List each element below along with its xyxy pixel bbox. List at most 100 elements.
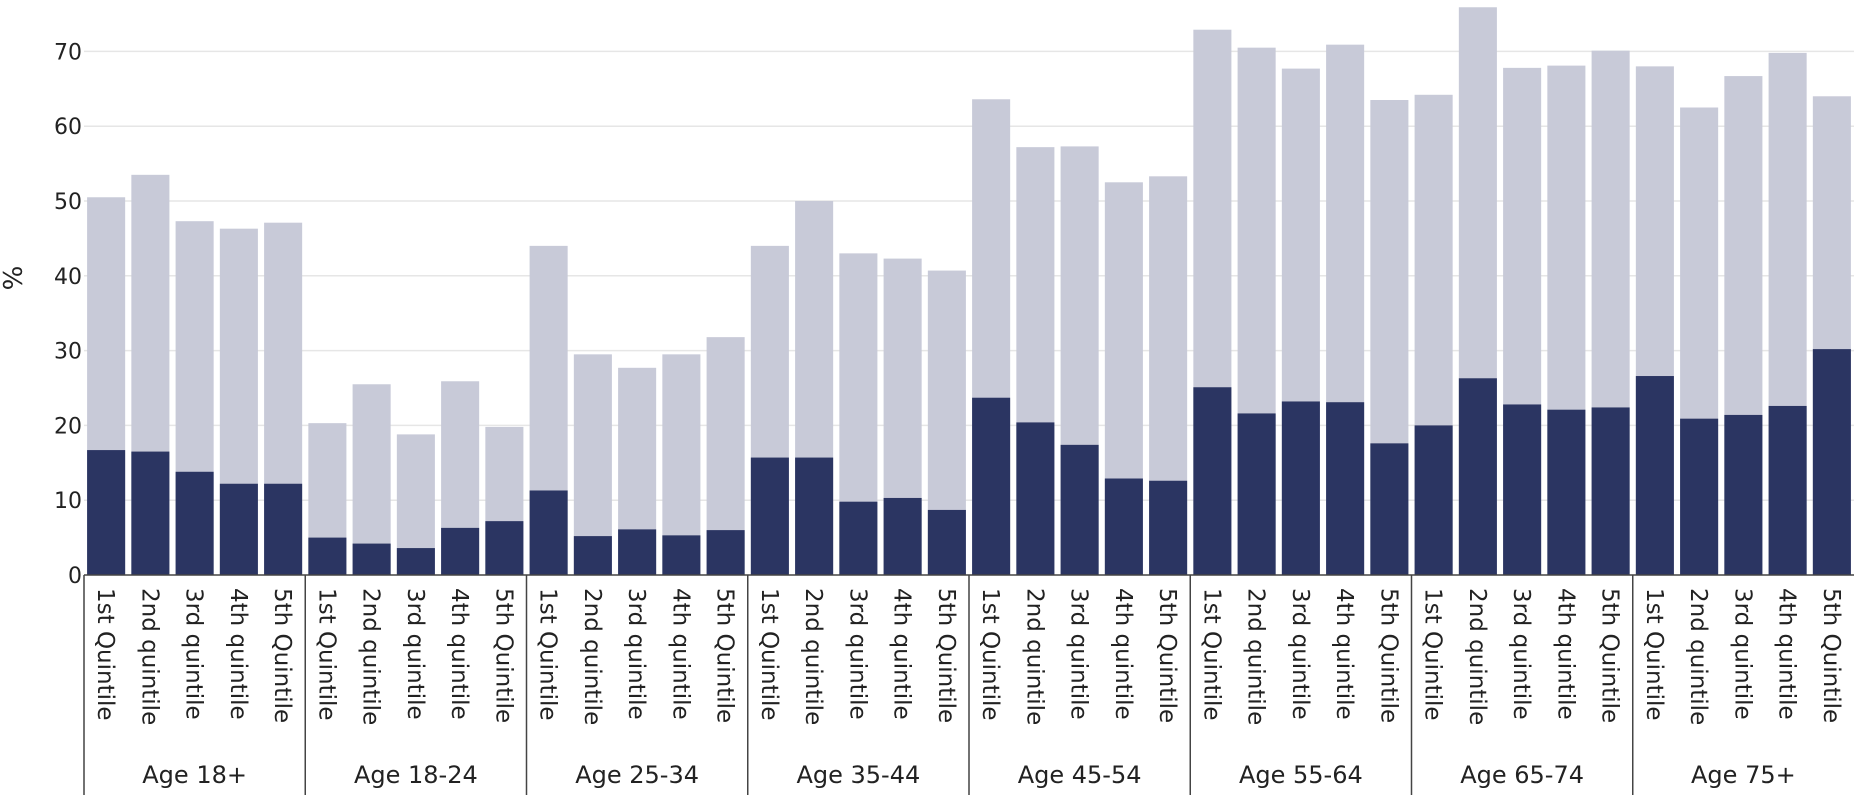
y-axis-title: % bbox=[0, 266, 29, 291]
x-category-label: 4th quintile bbox=[1331, 588, 1357, 720]
x-category-label: 2nd quintile bbox=[1464, 588, 1490, 725]
bar-dark bbox=[1193, 387, 1232, 575]
y-tick-label: 70 bbox=[54, 40, 82, 65]
bar-dark bbox=[219, 483, 258, 575]
bar-dark bbox=[131, 451, 170, 575]
x-category-label: 2nd quintile bbox=[1685, 588, 1711, 725]
x-category-label: 3rd quintile bbox=[844, 588, 870, 720]
bar-dark bbox=[750, 457, 789, 575]
x-category-label: 4th quintile bbox=[889, 588, 915, 720]
x-group-label: Age 18-24 bbox=[354, 761, 478, 789]
y-tick-label: 10 bbox=[54, 489, 82, 514]
x-category-label: 4th quintile bbox=[1774, 588, 1800, 720]
x-category-label: 1st Quintile bbox=[977, 588, 1003, 721]
bar-dark bbox=[264, 483, 303, 575]
x-category-label: 1st Quintile bbox=[1420, 588, 1446, 721]
bar-dark bbox=[1237, 413, 1276, 575]
y-tick-label: 50 bbox=[54, 190, 82, 215]
bar-dark bbox=[1547, 409, 1586, 575]
x-category-label: 2nd quintile bbox=[358, 588, 384, 725]
bar-dark bbox=[972, 397, 1011, 575]
x-category-label: 4th quintile bbox=[446, 588, 472, 720]
bar-dark bbox=[883, 497, 922, 575]
x-category-label: 2nd quintile bbox=[1243, 588, 1269, 725]
bar-dark bbox=[308, 537, 347, 575]
gridlines bbox=[84, 50, 1854, 501]
x-category-label: 1st Quintile bbox=[313, 588, 339, 721]
bar-dark bbox=[1326, 402, 1365, 575]
bar-dark bbox=[87, 450, 126, 575]
bar-dark bbox=[1812, 349, 1851, 575]
x-group-label: Age 65-74 bbox=[1460, 761, 1584, 789]
category-labels: 1st Quintile 2nd quintile 3rd quintile 4th … bbox=[92, 588, 1844, 789]
bars bbox=[87, 7, 1851, 576]
x-group-label: Age 75+ bbox=[1691, 761, 1796, 789]
x-group-label: Age 35-44 bbox=[796, 761, 920, 789]
bar-dark bbox=[1591, 407, 1630, 575]
x-category-label: 3rd quintile bbox=[1508, 588, 1534, 720]
x-category-label: 5th Quintile bbox=[1818, 588, 1844, 723]
bar-dark bbox=[485, 521, 524, 575]
bar-dark bbox=[1503, 404, 1542, 575]
x-category-label: 3rd quintile bbox=[1066, 588, 1092, 720]
x-category-label: 5th Quintile bbox=[1375, 588, 1401, 723]
bar-dark bbox=[1414, 425, 1453, 575]
x-category-label: 3rd quintile bbox=[1729, 588, 1755, 720]
bar-dark bbox=[706, 530, 745, 575]
x-category-label: 5th Quintile bbox=[712, 588, 738, 723]
axes: 0 10 20 30 40 50 60 70 bbox=[54, 40, 1854, 795]
bar-dark bbox=[175, 471, 214, 575]
bar-dark bbox=[529, 490, 568, 575]
x-category-label: 3rd quintile bbox=[402, 588, 428, 720]
x-category-label: 5th Quintile bbox=[1154, 588, 1180, 723]
bar-dark bbox=[1060, 444, 1099, 575]
bar-dark bbox=[1458, 378, 1497, 575]
x-category-label: 1st Quintile bbox=[535, 588, 561, 721]
y-tick-label: 30 bbox=[54, 340, 82, 365]
x-category-label: 4th quintile bbox=[1110, 588, 1136, 720]
x-group-label: Age 45-54 bbox=[1018, 761, 1142, 789]
bar-dark bbox=[1635, 376, 1674, 575]
x-category-label: 4th quintile bbox=[1552, 588, 1578, 720]
x-group-label: Age 55-64 bbox=[1239, 761, 1363, 789]
x-category-label: 1st Quintile bbox=[756, 588, 782, 721]
x-category-label: 1st Quintile bbox=[92, 588, 118, 721]
bar-dark bbox=[1724, 414, 1763, 575]
bar-dark bbox=[1370, 443, 1409, 575]
x-category-label: 4th quintile bbox=[225, 588, 251, 720]
x-category-label: 5th Quintile bbox=[1597, 588, 1623, 723]
bar-dark bbox=[396, 548, 435, 575]
bar-dark bbox=[1281, 401, 1320, 575]
bar-dark bbox=[662, 535, 701, 575]
y-tick-label: 60 bbox=[54, 115, 82, 140]
bar-dark bbox=[1768, 405, 1807, 575]
bar-light bbox=[352, 384, 391, 575]
x-group-label: Age 25-34 bbox=[575, 761, 699, 789]
x-category-label: 2nd quintile bbox=[800, 588, 826, 725]
y-tick-label: 20 bbox=[54, 414, 82, 439]
x-category-label: 3rd quintile bbox=[1287, 588, 1313, 720]
bar-dark bbox=[1016, 422, 1055, 575]
x-category-label: 1st Quintile bbox=[1641, 588, 1667, 721]
bar-dark bbox=[352, 543, 391, 575]
bar-dark bbox=[1104, 478, 1143, 575]
x-category-label: 5th Quintile bbox=[269, 588, 295, 723]
y-tick-label: 0 bbox=[68, 564, 82, 589]
x-category-label: 2nd quintile bbox=[136, 588, 162, 725]
bar-dark bbox=[1680, 418, 1719, 575]
x-category-label: 4th quintile bbox=[667, 588, 693, 720]
bar-dark bbox=[795, 457, 834, 575]
bar-dark bbox=[618, 529, 657, 575]
bar-dark bbox=[1149, 480, 1188, 575]
bar-dark bbox=[573, 536, 612, 575]
x-category-label: 5th Quintile bbox=[933, 588, 959, 723]
x-category-label: 3rd quintile bbox=[623, 588, 649, 720]
y-tick-label: 40 bbox=[54, 265, 82, 290]
x-category-label: 3rd quintile bbox=[181, 588, 207, 720]
x-category-label: 2nd quintile bbox=[579, 588, 605, 725]
bar-dark bbox=[927, 509, 966, 575]
x-group-label: Age 18+ bbox=[142, 761, 247, 789]
x-category-label: 1st Quintile bbox=[1198, 588, 1224, 721]
